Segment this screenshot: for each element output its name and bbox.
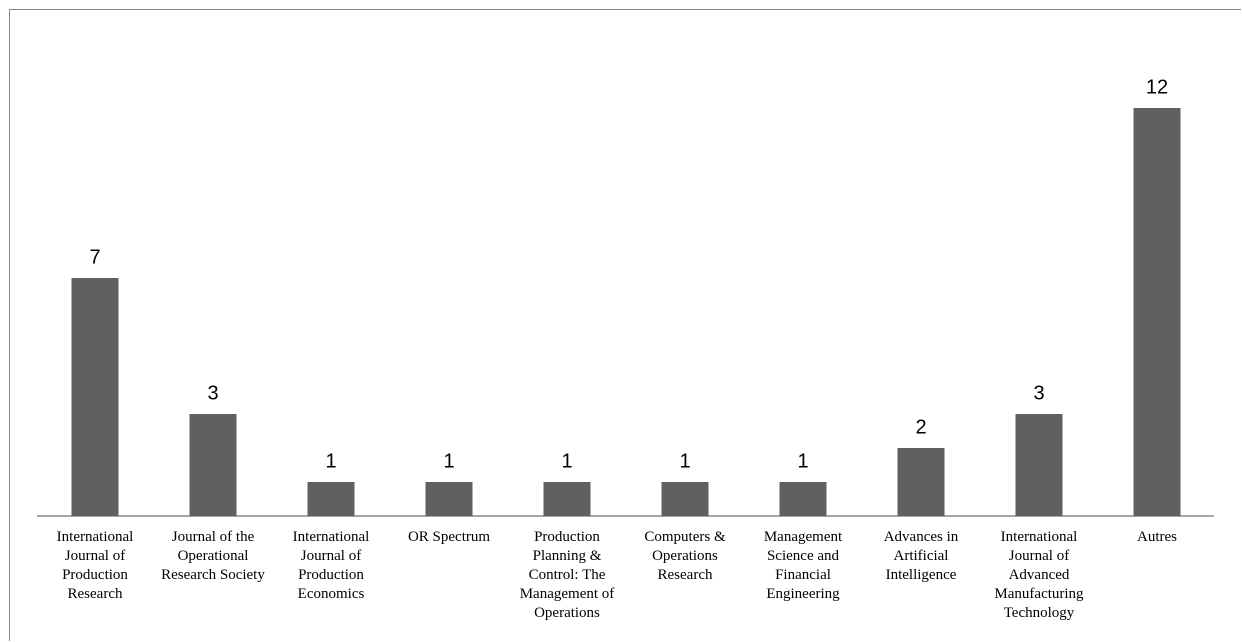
- bar: [307, 482, 355, 516]
- bar: [189, 414, 237, 516]
- value-label: 1: [561, 450, 572, 472]
- bar: [543, 482, 591, 516]
- bar: [1133, 108, 1181, 516]
- value-label: 3: [207, 382, 218, 404]
- x-tick-label: OR Spectrum: [407, 529, 491, 545]
- bar: [897, 448, 945, 516]
- x-tick-label: Journal of the Operational Research Soci…: [161, 529, 265, 583]
- value-label: 7: [89, 246, 100, 268]
- value-label: 3: [1033, 382, 1044, 404]
- x-tick-label: Autres: [1137, 529, 1177, 545]
- chart-frame: [9, 9, 1241, 641]
- x-tick-label: International Journal of Advanced Manufa…: [994, 529, 1084, 621]
- value-label: 1: [325, 450, 336, 472]
- bar: [71, 278, 119, 516]
- x-tick-label: International Journal of Production Econ…: [292, 529, 370, 602]
- bar: [661, 482, 709, 516]
- x-tick-label: Advances in Artificial Intelligence: [883, 529, 959, 583]
- value-label: 12: [1146, 76, 1168, 98]
- value-label: 2: [915, 416, 926, 438]
- x-tick-label: International Journal of Production Rese…: [56, 529, 134, 602]
- x-tick-label: Production Planning & Control: The Manag…: [519, 529, 615, 621]
- bar: [425, 482, 473, 516]
- value-label: 1: [797, 450, 808, 472]
- bar: [779, 482, 827, 516]
- x-tick-label: Management Science and Financial Enginee…: [763, 529, 843, 602]
- bar: [1015, 414, 1063, 516]
- value-label: 1: [679, 450, 690, 472]
- x-tick-label: Computers & Operations Research: [644, 529, 726, 583]
- value-label: 1: [443, 450, 454, 472]
